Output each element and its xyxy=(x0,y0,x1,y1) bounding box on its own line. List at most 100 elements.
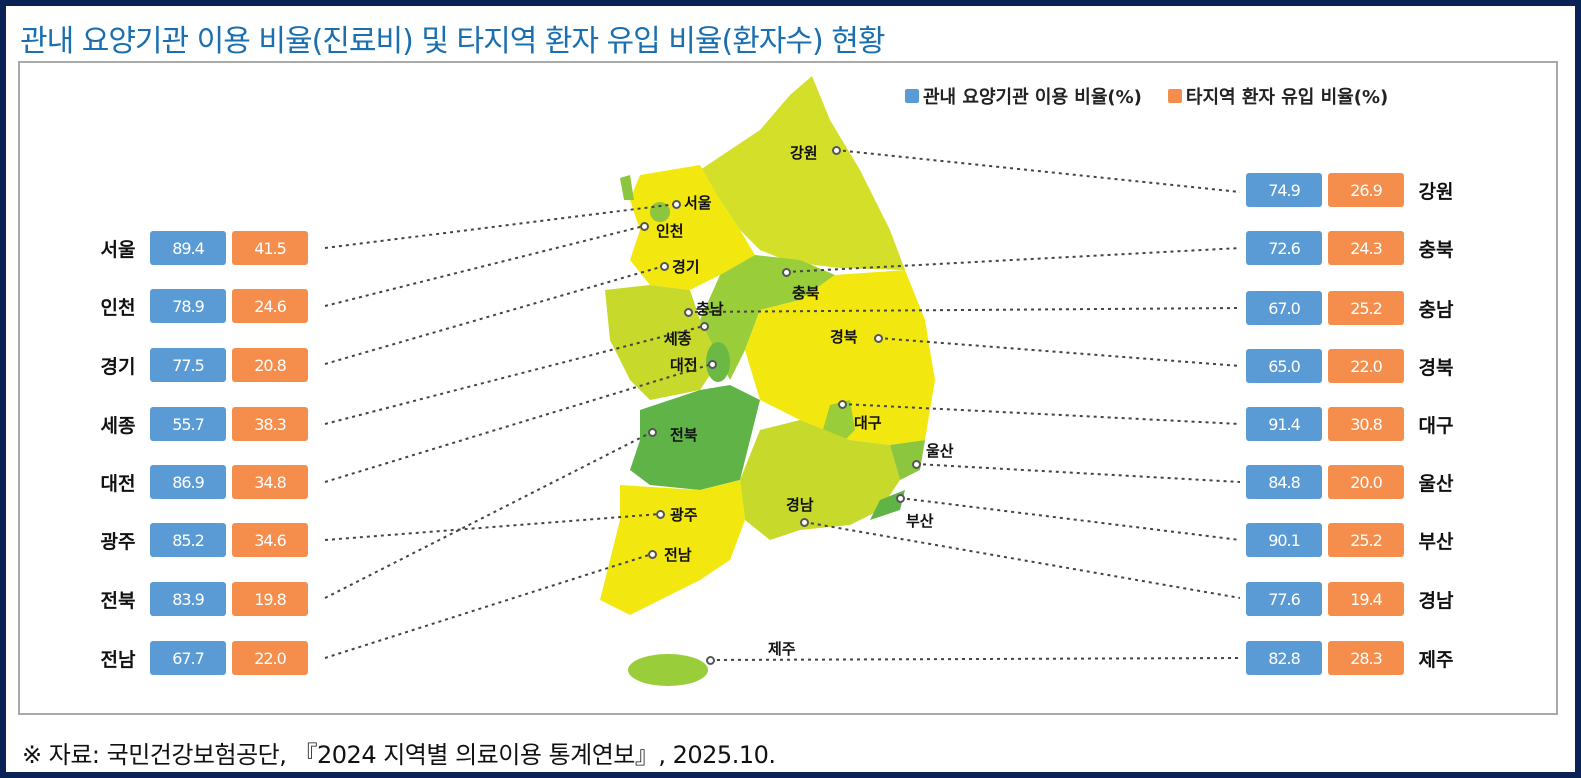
legend-inflow: 타지역 환자 유입 비율(%) xyxy=(1167,83,1389,109)
local-value: 67.7 xyxy=(150,641,226,675)
marker-jeonnam xyxy=(648,550,657,559)
row-jeju: 82.8 28.3 제주 xyxy=(1246,640,1462,676)
marker-sejong xyxy=(700,322,709,331)
row-gyeongbuk: 65.0 22.0 경북 xyxy=(1246,348,1462,384)
region-gyeongbuk xyxy=(745,270,935,445)
inflow-value: 28.3 xyxy=(1328,641,1404,675)
map-label-jeju: 제주 xyxy=(768,640,796,658)
legend-inflow-label: 타지역 환자 유입 비율(%) xyxy=(1185,87,1389,108)
local-value: 65.0 xyxy=(1246,349,1322,383)
marker-gyeonggi xyxy=(660,262,669,271)
inflow-value: 19.8 xyxy=(232,582,308,616)
inflow-value: 30.8 xyxy=(1328,407,1404,441)
legend-swatch-orange xyxy=(1167,89,1182,103)
inflow-value: 25.2 xyxy=(1328,291,1404,325)
marker-daegu xyxy=(838,400,847,409)
region-chungbuk xyxy=(700,255,835,380)
marker-gyeongnam xyxy=(800,518,809,527)
inflow-value: 19.4 xyxy=(1328,582,1404,616)
region-name: 전북 xyxy=(100,589,136,612)
map-label-busan: 부산 xyxy=(906,512,934,530)
row-sejong: 세종 55.7 38.3 xyxy=(92,406,308,442)
inflow-value: 22.0 xyxy=(232,641,308,675)
local-value: 85.2 xyxy=(150,523,226,557)
inflow-value: 41.5 xyxy=(232,231,308,265)
map-label-chungbuk: 충북 xyxy=(792,284,820,302)
map-label-jeonbuk: 전북 xyxy=(670,426,698,444)
region-name: 전남 xyxy=(100,648,136,671)
region-name: 서울 xyxy=(100,238,136,261)
local-value: 72.6 xyxy=(1246,231,1322,265)
map-label-gangwon: 강원 xyxy=(790,144,818,162)
row-seoul: 서울 89.4 41.5 xyxy=(92,230,308,266)
marker-seoul xyxy=(672,200,681,209)
map-label-gyeongnam: 경남 xyxy=(786,496,814,514)
inflow-value: 38.3 xyxy=(232,407,308,441)
map-label-gwangju: 광주 xyxy=(670,506,698,524)
row-ulsan: 84.8 20.0 울산 xyxy=(1246,464,1462,500)
inflow-value: 25.2 xyxy=(1328,523,1404,557)
local-value: 77.5 xyxy=(150,348,226,382)
local-value: 67.0 xyxy=(1246,291,1322,325)
region-jeonbuk xyxy=(630,385,760,490)
region-name: 대구 xyxy=(1418,414,1454,437)
local-value: 82.8 xyxy=(1246,641,1322,675)
region-name: 세종 xyxy=(100,414,136,437)
local-value: 84.8 xyxy=(1246,465,1322,499)
inflow-value: 24.6 xyxy=(232,289,308,323)
map-label-ulsan: 울산 xyxy=(926,442,954,460)
legend-swatch-blue xyxy=(905,89,919,103)
source-note: ※ 자료: 국민건강보험공단, 『2024 지역별 의료이용 통계연보』, 20… xyxy=(22,741,776,769)
region-name: 광주 xyxy=(100,530,136,553)
region-jeju xyxy=(628,654,708,686)
region-name: 울산 xyxy=(1418,472,1454,495)
marker-gangwon xyxy=(832,146,841,155)
region-gyeongnam xyxy=(740,420,900,540)
region-incheon xyxy=(620,175,634,200)
row-jeonbuk: 전북 83.9 19.8 xyxy=(92,581,308,617)
row-daejeon: 대전 86.9 34.8 xyxy=(92,464,308,500)
region-gangwon xyxy=(700,76,905,270)
region-name: 대전 xyxy=(100,472,136,495)
local-value: 55.7 xyxy=(150,407,226,441)
marker-gwangju xyxy=(656,510,665,519)
row-daegu: 91.4 30.8 대구 xyxy=(1246,406,1462,442)
inflow-value: 26.9 xyxy=(1328,173,1404,207)
inflow-value: 34.8 xyxy=(232,465,308,499)
marker-jeju xyxy=(706,656,715,665)
marker-ulsan xyxy=(912,460,921,469)
local-value: 74.9 xyxy=(1246,173,1322,207)
region-ulsan xyxy=(890,440,925,480)
region-name: 부산 xyxy=(1418,530,1454,553)
region-name: 강원 xyxy=(1418,180,1454,203)
row-gangwon: 74.9 26.9 강원 xyxy=(1246,172,1462,208)
region-seoul xyxy=(650,202,670,222)
page-title: 관내 요양기관 이용 비율(진료비) 및 타지역 환자 유입 비율(환자수) 현… xyxy=(20,24,885,59)
region-name: 경남 xyxy=(1418,589,1454,612)
map-label-gyeonggi: 경기 xyxy=(672,258,700,276)
local-value: 77.6 xyxy=(1246,582,1322,616)
marker-jeonbuk xyxy=(648,428,657,437)
marker-gyeongbuk xyxy=(874,334,883,343)
row-gwangju: 광주 85.2 34.6 xyxy=(92,522,308,558)
row-gyeongnam: 77.6 19.4 경남 xyxy=(1246,581,1462,617)
map-label-sejong: 세종 xyxy=(664,330,692,348)
row-chungnam: 67.0 25.2 충남 xyxy=(1246,290,1462,326)
legend-local-label: 관내 요양기관 이용 비율(%) xyxy=(923,87,1142,108)
region-name: 제주 xyxy=(1418,648,1454,671)
map-label-seoul: 서울 xyxy=(684,194,712,212)
map-label-daegu: 대구 xyxy=(854,414,882,432)
legend: 관내 요양기관 이용 비율(%) 타지역 환자 유입 비율(%) xyxy=(905,83,1388,109)
inflow-value: 24.3 xyxy=(1328,231,1404,265)
region-name: 경북 xyxy=(1418,356,1454,379)
local-value: 86.9 xyxy=(150,465,226,499)
map-label-gyeongbuk: 경북 xyxy=(830,328,858,346)
row-gyeonggi: 경기 77.5 20.8 xyxy=(92,347,308,383)
map-label-incheon: 인천 xyxy=(656,222,684,240)
map-label-daejeon: 대전 xyxy=(670,356,698,374)
legend-local: 관내 요양기관 이용 비율(%) xyxy=(905,83,1142,109)
row-busan: 90.1 25.2 부산 xyxy=(1246,522,1462,558)
region-jeonnam xyxy=(600,480,745,615)
local-value: 90.1 xyxy=(1246,523,1322,557)
